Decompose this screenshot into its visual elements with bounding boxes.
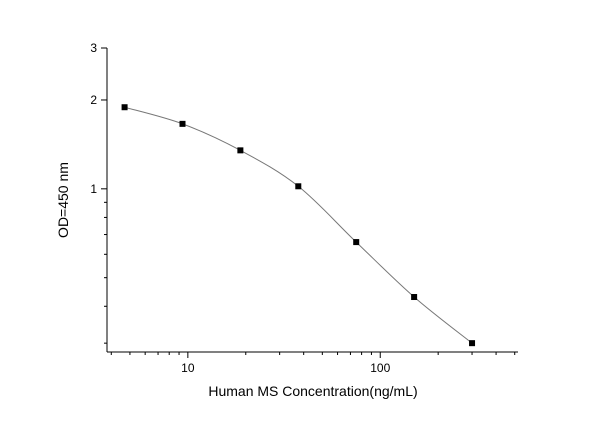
series-marker-layer — [121, 104, 476, 347]
data-point — [179, 120, 186, 127]
y-tick-label: 2 — [90, 93, 97, 107]
data-point — [353, 239, 360, 246]
data-point — [411, 294, 418, 301]
y-tick-label: 1 — [90, 182, 97, 196]
x-axis-title: Human MS Concentration(ng/mL) — [208, 383, 417, 399]
data-point — [469, 340, 476, 347]
data-point — [121, 104, 128, 111]
x-tick-label: 100 — [370, 361, 390, 375]
data-point — [295, 183, 302, 190]
series-line-layer — [124, 106, 473, 344]
y-tick-label: 3 — [90, 41, 97, 55]
axes: 10 100 1 2 3 — [90, 41, 518, 375]
x-tick-label: 10 — [181, 361, 195, 375]
series-line — [124, 106, 473, 344]
data-point — [237, 147, 244, 154]
y-axis-title: OD=450 nm — [55, 162, 71, 238]
